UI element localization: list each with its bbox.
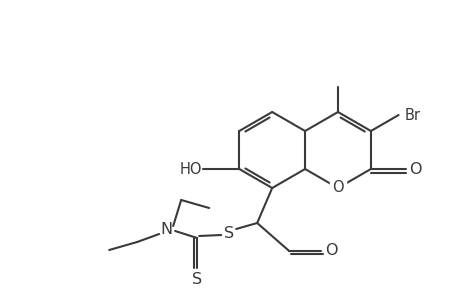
Text: S: S: [192, 272, 202, 287]
Text: Br: Br: [404, 107, 420, 122]
Bar: [329, 181, 345, 195]
Text: N: N: [160, 223, 172, 238]
Text: O: O: [408, 161, 420, 176]
Text: O: O: [324, 244, 337, 259]
Text: HO: HO: [179, 161, 202, 176]
Text: S: S: [224, 226, 234, 241]
Text: O: O: [331, 181, 343, 196]
